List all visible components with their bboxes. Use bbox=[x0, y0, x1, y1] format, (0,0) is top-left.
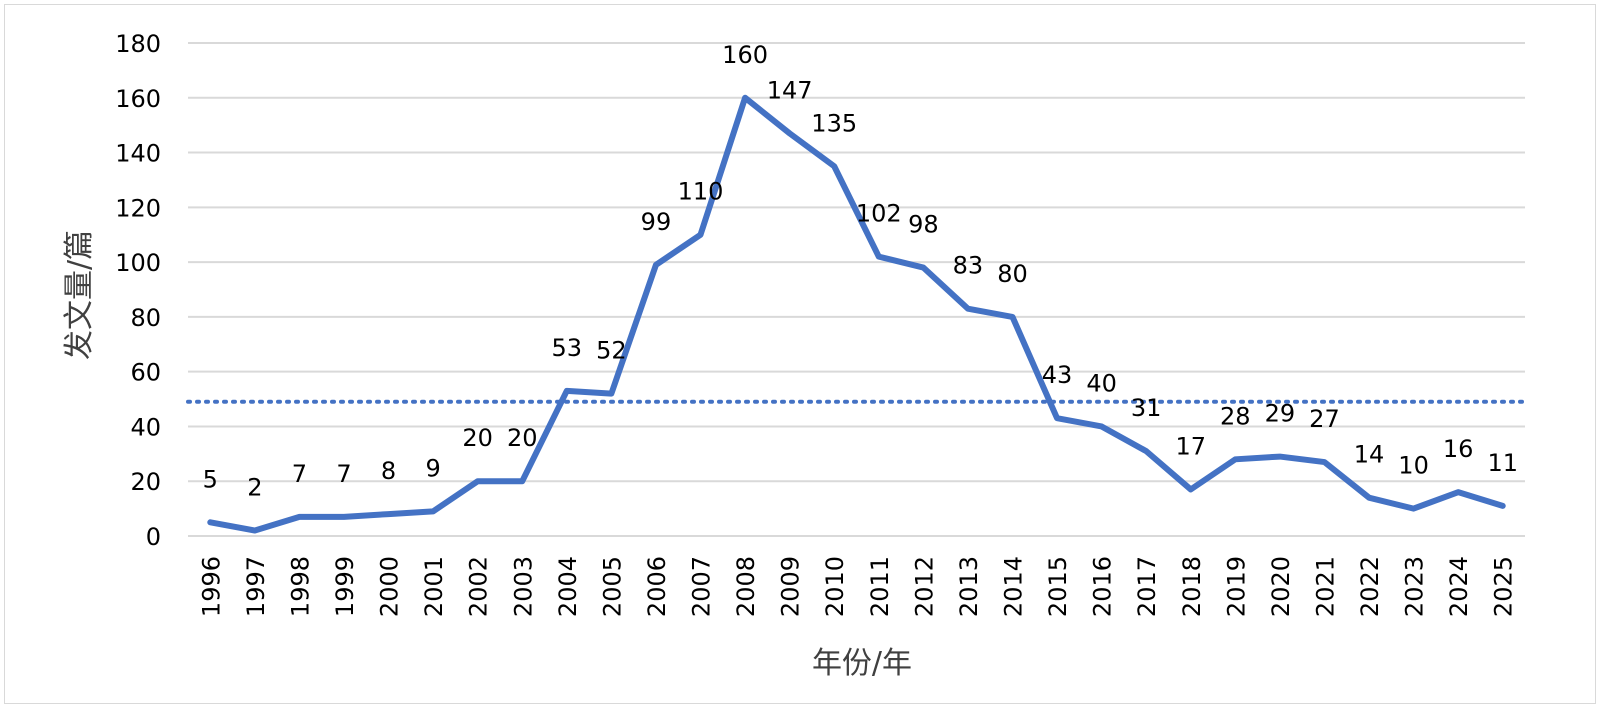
data-label: 83 bbox=[953, 252, 984, 280]
x-tick-label: 2007 bbox=[688, 556, 716, 617]
x-tick-label: 2012 bbox=[910, 556, 938, 617]
data-label: 14 bbox=[1354, 441, 1385, 469]
y-tick-label: 0 bbox=[146, 523, 161, 551]
data-label: 9 bbox=[425, 454, 440, 482]
x-tick-label: 2013 bbox=[955, 556, 983, 617]
data-label: 20 bbox=[507, 424, 538, 452]
x-tick-label: 2018 bbox=[1178, 556, 1206, 617]
x-tick-label: 2019 bbox=[1222, 556, 1250, 617]
x-tick-label: 2000 bbox=[376, 556, 404, 617]
data-label: 7 bbox=[336, 460, 351, 488]
y-tick-label: 40 bbox=[130, 413, 161, 441]
x-tick-label: 2017 bbox=[1133, 556, 1161, 617]
data-label: 40 bbox=[1086, 369, 1117, 397]
data-label: 2 bbox=[247, 474, 262, 502]
data-label: 7 bbox=[292, 460, 307, 488]
data-label: 53 bbox=[552, 334, 583, 362]
x-tick-label: 2014 bbox=[999, 556, 1027, 617]
y-tick-label: 180 bbox=[115, 30, 161, 58]
x-tick-label: 2003 bbox=[509, 556, 537, 617]
data-label: 147 bbox=[767, 76, 813, 104]
y-tick-label: 100 bbox=[115, 249, 161, 277]
y-axis-ticks: 0 20 40 60 80 100 120 140 160 180 bbox=[115, 30, 161, 551]
data-label: 160 bbox=[722, 41, 768, 69]
x-axis-ticks: 1996 1997 1998 1999 2000 2001 2002 2003 2004 2005… bbox=[197, 556, 1517, 617]
x-tick-label: 2022 bbox=[1356, 556, 1384, 617]
data-label: 5 bbox=[203, 465, 218, 493]
data-label: 52 bbox=[596, 337, 627, 365]
series-line bbox=[210, 98, 1502, 531]
data-label: 43 bbox=[1042, 361, 1073, 389]
x-tick-label: 2011 bbox=[866, 556, 894, 617]
data-label: 8 bbox=[381, 457, 396, 485]
y-tick-label: 60 bbox=[130, 359, 161, 387]
data-label: 102 bbox=[856, 200, 902, 228]
x-tick-label: 2001 bbox=[420, 556, 448, 617]
x-tick-label: 2021 bbox=[1311, 556, 1339, 617]
data-label: 16 bbox=[1443, 435, 1474, 463]
x-tick-label: 2008 bbox=[732, 556, 760, 617]
data-label: 135 bbox=[811, 109, 857, 137]
y-tick-label: 140 bbox=[115, 140, 161, 168]
x-tick-label: 1998 bbox=[286, 556, 314, 617]
x-tick-label: 2002 bbox=[465, 556, 493, 617]
data-label: 99 bbox=[641, 208, 672, 236]
data-label: 11 bbox=[1487, 449, 1518, 477]
x-tick-label: 2024 bbox=[1445, 556, 1473, 617]
x-tick-label: 2016 bbox=[1089, 556, 1117, 617]
x-tick-label: 2006 bbox=[643, 556, 671, 617]
x-tick-label: 2020 bbox=[1267, 556, 1295, 617]
y-axis-title: 发文量/篇 bbox=[62, 230, 97, 360]
x-tick-label: 1997 bbox=[242, 556, 270, 617]
data-label: 31 bbox=[1131, 394, 1162, 422]
y-tick-label: 20 bbox=[130, 468, 161, 496]
x-tick-label: 2015 bbox=[1044, 556, 1072, 617]
x-tick-label: 2023 bbox=[1401, 556, 1429, 617]
data-label: 20 bbox=[462, 424, 493, 452]
y-tick-label: 120 bbox=[115, 194, 161, 222]
data-label: 29 bbox=[1265, 400, 1296, 428]
data-label: 28 bbox=[1220, 402, 1251, 430]
data-label: 10 bbox=[1398, 452, 1429, 480]
data-label: 17 bbox=[1175, 432, 1206, 460]
x-tick-label: 2009 bbox=[777, 556, 805, 617]
y-tick-label: 160 bbox=[115, 85, 161, 113]
y-tick-label: 80 bbox=[130, 304, 161, 332]
data-label: 98 bbox=[908, 211, 939, 239]
x-tick-label: 1996 bbox=[197, 556, 225, 617]
data-label: 27 bbox=[1309, 405, 1340, 433]
x-tick-label: 1999 bbox=[331, 556, 359, 617]
x-tick-label: 2005 bbox=[598, 556, 626, 617]
series-layer bbox=[210, 98, 1503, 531]
x-axis-title: 年份/年 bbox=[812, 646, 912, 681]
x-tick-label: 2004 bbox=[554, 556, 582, 617]
data-label: 110 bbox=[678, 178, 724, 206]
data-label: 80 bbox=[997, 260, 1028, 288]
x-tick-label: 2010 bbox=[821, 556, 849, 617]
x-tick-label: 2025 bbox=[1490, 556, 1518, 617]
